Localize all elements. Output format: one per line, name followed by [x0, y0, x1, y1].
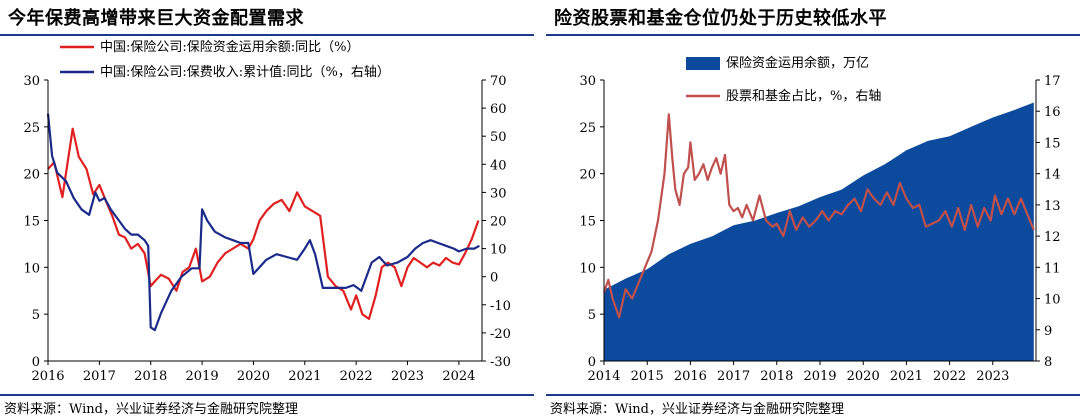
- x-tick-label: 2024: [442, 369, 475, 384]
- y-tick-label-right: 20: [490, 215, 507, 230]
- x-tick-label: 2020: [237, 369, 270, 384]
- title-divider: [0, 34, 534, 36]
- y-tick-label-right: 30: [490, 186, 507, 201]
- x-tick-label: 2020: [847, 369, 880, 384]
- y-tick-label-right: 70: [490, 74, 507, 89]
- y-tick-label-left: 0: [32, 355, 40, 370]
- y-tick-label-left: 20: [23, 168, 40, 183]
- y-tick-label-right: -20: [490, 327, 511, 342]
- chart-panel-equity-allocation: 险资股票和基金仓位仍处于历史较低水平 0 5 10 15 20 25 30 8 9 10 11 12 1…: [546, 0, 1080, 420]
- y-tick-label-left: 15: [579, 215, 596, 230]
- y-tick-label-left: 25: [23, 121, 40, 136]
- chart-panel-premium-growth: 今年保费高增带来巨大资金配置需求 0 5 10 15 20 25 30 -30 -20 -10 0 1…: [0, 0, 534, 420]
- y-tick-label-left: 20: [579, 168, 596, 183]
- x-tick-label: 2021: [288, 369, 321, 384]
- y-tick-label-left: 10: [23, 261, 40, 276]
- y-tick-label-right: 10: [490, 243, 507, 258]
- x-tick-label: 2017: [717, 369, 750, 384]
- series-line-0: [47, 127, 480, 320]
- source-divider: [0, 394, 534, 396]
- x-tick-label: 2023: [391, 369, 424, 384]
- y-tick-label-right: 13: [1044, 199, 1061, 214]
- x-tick-label: 2022: [340, 369, 373, 384]
- y-tick-label-right: 10: [1044, 293, 1061, 308]
- source-note: 资料来源：Wind，兴业证券经济与金融研究院整理: [4, 402, 298, 417]
- y-tick-label-right: 9: [1044, 324, 1052, 339]
- x-tick-label: 2015: [631, 369, 664, 384]
- y-tick-label-left: 30: [23, 74, 40, 89]
- x-tick-label: 2014: [587, 369, 620, 384]
- series-area-0: [604, 102, 1034, 361]
- legend-label-1: 中国:保险公司:保费收入:累计值:同比（%，右轴）: [100, 64, 390, 80]
- x-tick-label: 2016: [674, 369, 707, 384]
- y-tick-label-left: 5: [32, 308, 40, 323]
- y-tick-label-right: 15: [1044, 136, 1061, 151]
- chart-title: 险资股票和基金仓位仍处于历史较低水平: [554, 8, 887, 29]
- y-tick-label-left: 5: [588, 308, 596, 323]
- y-tick-label-right: 60: [490, 102, 507, 117]
- x-tick-label: 2018: [760, 369, 793, 384]
- legend-label-0: 中国:保险公司:保险资金运用余额:同比（%）: [100, 39, 360, 55]
- x-tick-label: 2016: [31, 369, 64, 384]
- y-tick-label-right: 17: [1044, 74, 1061, 89]
- chart-title: 今年保费高增带来巨大资金配置需求: [8, 8, 304, 29]
- y-tick-label-left: 15: [23, 215, 40, 230]
- y-tick-label-right: 40: [490, 158, 507, 173]
- y-tick-label-right: -10: [490, 299, 511, 314]
- y-tick-label-right: 8: [1044, 355, 1052, 370]
- x-tick-label: 2019: [803, 369, 836, 384]
- y-tick-label-right: 50: [490, 130, 507, 145]
- y-tick-label-right: -30: [490, 355, 511, 370]
- y-tick-label-left: 10: [579, 261, 596, 276]
- chart-canvas: 0 5 10 15 20 25 30 8 9 10 11 12 13 14 15 16 17 2014 2015 20…: [579, 55, 1061, 384]
- y-tick-label-right: 12: [1044, 230, 1061, 245]
- legend-label-1: 股票和基金占比，%，右轴: [726, 88, 881, 104]
- x-tick-label: 2018: [134, 369, 167, 384]
- x-tick-label: 2022: [933, 369, 966, 384]
- title-divider: [546, 34, 1080, 36]
- source-divider: [546, 394, 1080, 396]
- y-tick-label-right: 11: [1044, 261, 1061, 276]
- chart-canvas: 0 5 10 15 20 25 30 -30 -20 -10 0 10 20 30 40 50 60 70 2016…: [23, 39, 511, 384]
- y-tick-label-left: 30: [579, 74, 596, 89]
- x-tick-label: 2017: [83, 369, 116, 384]
- series-line-1: [46, 113, 480, 332]
- legend-swatch-0: [686, 57, 720, 70]
- x-tick-label: 2019: [186, 369, 219, 384]
- legend-label-0: 保险资金运用余额，万亿: [726, 55, 869, 71]
- x-tick-label: 2023: [976, 369, 1009, 384]
- y-tick-label-right: 16: [1044, 105, 1061, 120]
- x-tick-label: 2021: [890, 369, 923, 384]
- y-tick-label-left: 25: [579, 121, 596, 136]
- y-tick-label-right: 14: [1044, 168, 1061, 183]
- source-note: 资料来源：Wind，兴业证券经济与金融研究院整理: [550, 402, 844, 417]
- y-tick-label-left: 0: [588, 355, 596, 370]
- series-line-1: [602, 113, 1035, 319]
- y-tick-label-right: 0: [490, 271, 498, 286]
